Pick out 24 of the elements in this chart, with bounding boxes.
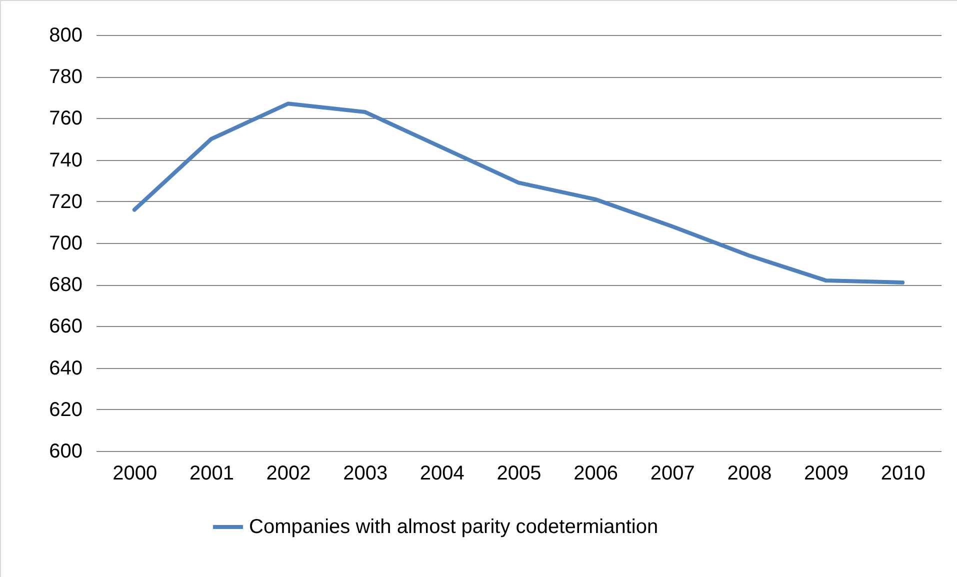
x-tick-label: 2002 xyxy=(266,462,311,484)
x-tick-label: 2010 xyxy=(880,462,926,484)
y-tick-label: 720 xyxy=(49,190,82,213)
x-tick-label: 2000 xyxy=(112,462,158,484)
x-tick-label: 2004 xyxy=(420,462,464,484)
y-tick-label: 740 xyxy=(49,149,82,172)
y-tick-label: 680 xyxy=(49,274,82,296)
y-tick-label: 620 xyxy=(49,398,82,421)
x-tick-label: 2005 xyxy=(496,462,542,484)
x-tick-label: 2003 xyxy=(343,462,388,484)
x-tick-label: 2009 xyxy=(804,462,849,484)
x-tick-label: 2006 xyxy=(574,462,618,484)
y-tick-label: 760 xyxy=(49,108,82,130)
legend-label: Companies with almost parity codetermiantion xyxy=(249,516,658,538)
y-tick-label: 660 xyxy=(49,316,82,338)
line-series xyxy=(132,102,905,285)
y-tick-label: 640 xyxy=(49,357,82,380)
y-tick-label: 700 xyxy=(49,232,82,254)
y-tick-label: 600 xyxy=(49,440,82,462)
x-tick-label: 2008 xyxy=(727,462,772,484)
y-tick-label: 800 xyxy=(49,24,82,46)
x-tick-label: 2007 xyxy=(650,462,695,484)
x-tick-label: 2001 xyxy=(189,462,234,484)
y-tick-label: 780 xyxy=(49,66,82,88)
